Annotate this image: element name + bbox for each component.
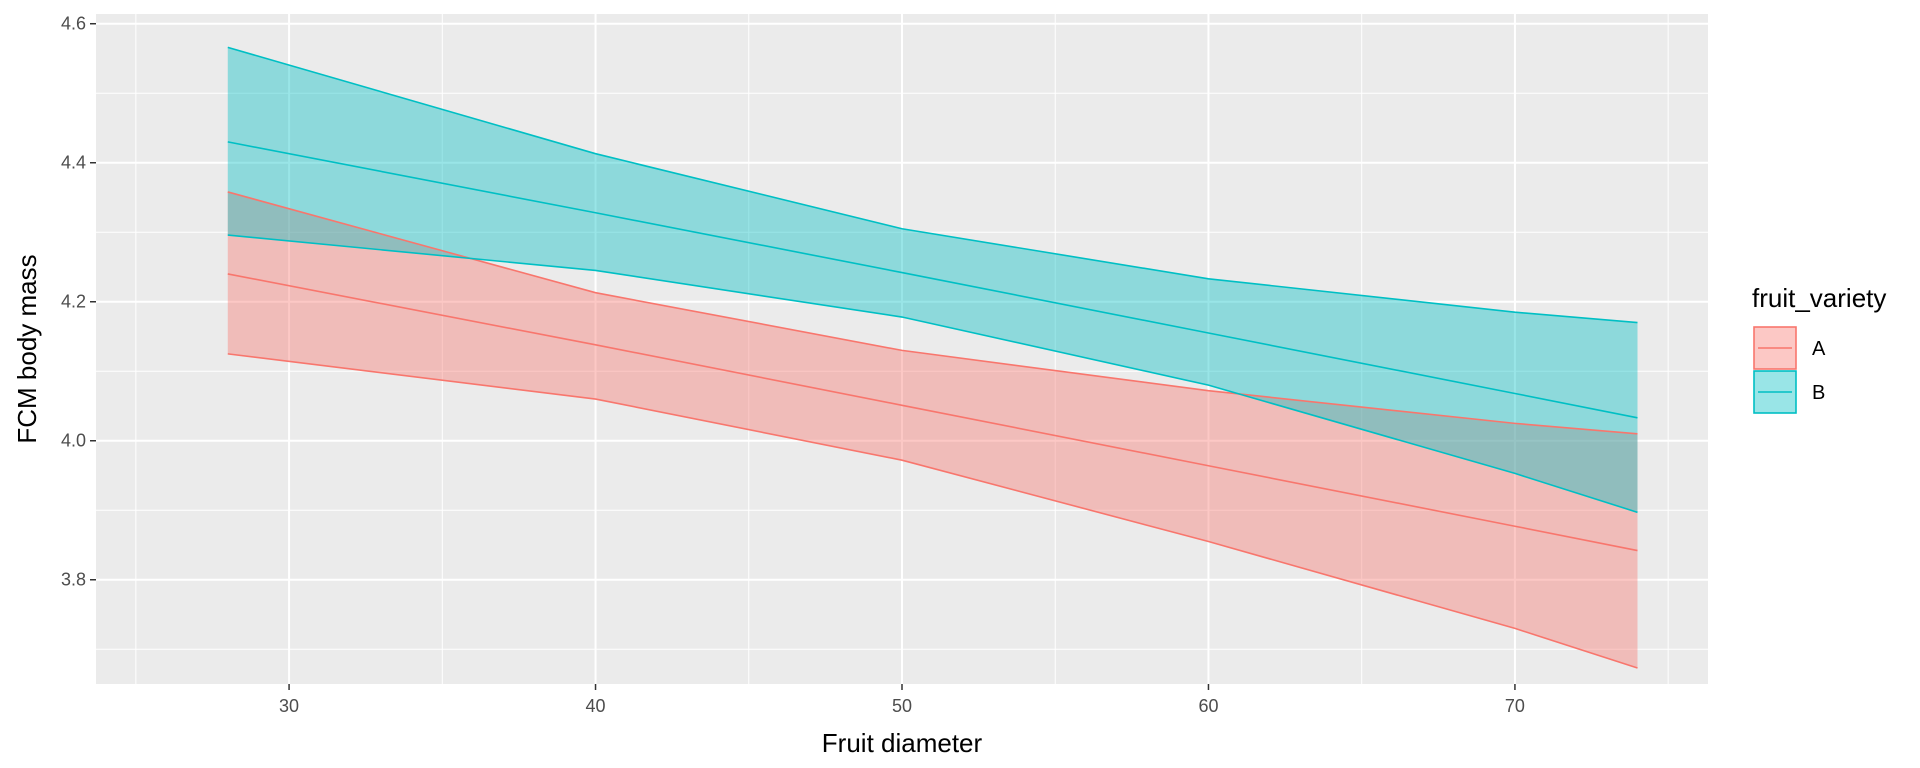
y-tick-label: 4.6: [61, 14, 86, 34]
x-tick-label: 60: [1198, 696, 1218, 716]
ribbon-A: [227, 191, 1638, 669]
ribbon-B: [227, 47, 1638, 513]
legend-title: fruit_variety: [1752, 283, 1886, 313]
ci-upper-line-A: [227, 191, 1638, 435]
y-axis-title: FCM body mass: [12, 254, 42, 443]
y-axis: 3.8 4.0 4.2 4.4 4.6: [61, 14, 96, 590]
fit-line-B: [227, 141, 1638, 419]
fit-line-A: [227, 273, 1638, 552]
lines: [227, 46, 1638, 669]
legend-label-B: B: [1812, 382, 1825, 404]
y-tick-label: 3.8: [61, 570, 86, 590]
ci-upper-line-B: [227, 46, 1638, 324]
grid-major: [96, 14, 1708, 684]
ci-lower-line-B: [227, 234, 1638, 514]
x-axis: 30 40 50 60 70: [279, 684, 1525, 716]
legend-label-A: A: [1812, 338, 1826, 360]
ribbons: [227, 47, 1638, 669]
x-axis-title: Fruit diameter: [822, 728, 983, 758]
ci-lower-line-A: [227, 353, 1638, 669]
y-tick-label: 4.2: [61, 292, 86, 312]
legend: fruit_variety AB: [1752, 283, 1886, 414]
y-tick-label: 4.0: [61, 431, 86, 451]
x-tick-label: 50: [892, 696, 912, 716]
x-tick-label: 30: [279, 696, 299, 716]
x-tick-label: 70: [1505, 696, 1525, 716]
x-tick-label: 40: [586, 696, 606, 716]
y-tick-label: 4.4: [61, 153, 86, 173]
